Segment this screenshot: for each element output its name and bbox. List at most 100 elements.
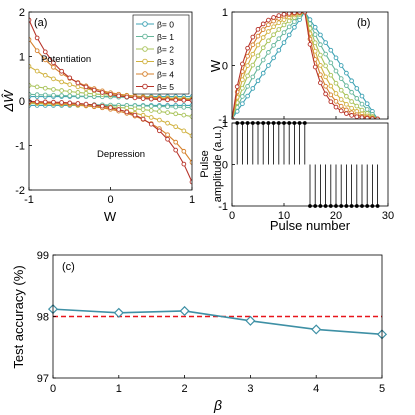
panel-b-weight-point (276, 36, 282, 42)
panel-b-weight: -1 0 1 (b) W (208, 7, 389, 126)
panel-b-weight-point (271, 24, 276, 30)
panel-b-weight-point (312, 40, 318, 46)
panel-b-weight-point (338, 108, 344, 114)
panel-c-point-4 (311, 324, 322, 335)
panel-b-pulses-ytick-label: 0 (222, 160, 228, 172)
panel-b-weight-point (260, 21, 266, 27)
panel-b-weight-point (333, 104, 339, 110)
panel-a-point (51, 99, 56, 105)
panel-a-point (59, 79, 64, 85)
panel-a-point (34, 35, 40, 41)
panel-b-weight-point (333, 99, 339, 104)
panel-b-weight-point (328, 92, 334, 98)
panel-a-point (140, 112, 146, 118)
panel-c-xtick-label: 0 (50, 383, 56, 395)
panel-a-point (51, 64, 56, 70)
panel-b-pulses-ylabel-line1: Pulse (199, 150, 211, 178)
panel-a-point (59, 93, 64, 98)
panel-b-weight-point (245, 84, 250, 89)
panel-a-point (67, 82, 73, 87)
panel-a-point (173, 97, 179, 103)
panel-a-point (132, 112, 138, 118)
panel-a-point (75, 90, 81, 95)
panel-b-weight-point (266, 38, 271, 44)
panel-a-point (83, 90, 89, 96)
panel-b-weight-point (323, 40, 328, 45)
panel-a-point (108, 105, 113, 110)
panel-b-weight-point (328, 99, 334, 105)
panel-a-point (124, 94, 130, 100)
panel-a-point (75, 84, 81, 90)
legend-label-beta-0: β= 0 (157, 20, 174, 30)
panel-b-weight-point (255, 33, 261, 39)
panel-a-point (91, 87, 97, 93)
panel-a-point (165, 110, 170, 115)
panel-b-weight-point (255, 65, 261, 71)
panel-a-point (51, 76, 56, 82)
panel-a-point (116, 93, 121, 99)
panel-b-weight-point (234, 84, 240, 89)
panel-b-weight-point (281, 22, 287, 28)
panel-b-weight-point (359, 93, 365, 99)
legend-label-beta-1: β= 1 (157, 32, 174, 42)
panel-a-point (189, 133, 192, 139)
panel-b-weight-point (255, 42, 261, 48)
legend-label-beta-5: β= 5 (157, 82, 174, 92)
panel-a-point (132, 106, 138, 112)
panel-b-weight-point (333, 68, 339, 74)
panel-b-weight-point (240, 101, 245, 107)
panel-a-point (51, 87, 56, 92)
panel-c: 0 1 2 3 4 5 97 98 99 (c) β Test accuracy (%) (11, 250, 388, 413)
panel-b-weight-point (286, 24, 292, 30)
panel-a-point (91, 102, 97, 108)
panel-c-ytick-label: 98 (37, 312, 49, 324)
panel-a-point (165, 97, 170, 103)
legend-label-beta-4: β= 4 (157, 70, 174, 80)
panel-a-point (42, 85, 48, 91)
panel-b-weight-point (312, 32, 318, 37)
panel-a-point (157, 97, 162, 102)
legend-marker-beta-1 (142, 33, 148, 40)
panel-b-weight-point (323, 83, 328, 89)
panel-b-weight-point (344, 111, 349, 116)
panel-a-point (173, 147, 179, 153)
panel-b-weight-point (318, 52, 323, 58)
panel-b-weight-point (276, 27, 282, 32)
panel-a-xtick-label: 1 (189, 194, 195, 206)
panel-b-weight-point (354, 114, 360, 119)
panel-b-weight-ytick-label: 0 (222, 61, 228, 73)
panel-c-xtick-label: 2 (182, 383, 188, 395)
panel-c-xtick-label: 5 (379, 383, 385, 395)
panel-a-point (181, 128, 187, 134)
panel-b-weight-point (312, 64, 318, 70)
panel-b-weight-point (271, 42, 276, 48)
panel-c-accuracy-line (52, 308, 383, 336)
panel-b-pulses-xtick-label: 20 (330, 210, 342, 222)
panel-a-point (165, 120, 170, 126)
panel-b-weight-ylabel: W (208, 59, 223, 72)
panel-b-weight-point (323, 91, 328, 97)
panel-a-point (34, 68, 40, 74)
panel-c-xtick-label: 3 (247, 383, 253, 395)
panel-a-point (34, 92, 40, 98)
panel-b-weight-point (349, 78, 354, 84)
panel-b-weight-point (250, 86, 256, 91)
panel-a-annotation-potentiation: Potentiation (41, 54, 91, 65)
panel-a-point (108, 92, 113, 97)
legend-marker-beta-0 (142, 21, 148, 27)
panel-a-legend: β= 0 β= 1 β= 2 β= 3 β= 4 β= 5 (132, 14, 190, 95)
panel-a-point (181, 97, 187, 103)
panel-a-point (189, 98, 192, 103)
panel-b-weight-point (338, 97, 344, 102)
panel-a-point (132, 95, 138, 101)
panel-b-weight-point (281, 30, 287, 35)
panel-b-pulses: 0 10 20 30-101 Pulse number Pulse amplitude… (199, 118, 394, 233)
panel-b-weight-point (349, 99, 354, 104)
panel-b-weight-point (276, 47, 282, 53)
panel-a-point (75, 80, 81, 86)
panel-c-xlabel: β (213, 397, 222, 413)
panel-a-point (67, 93, 73, 99)
panel-b-weight-point (354, 103, 360, 109)
panel-a-point (148, 121, 154, 127)
